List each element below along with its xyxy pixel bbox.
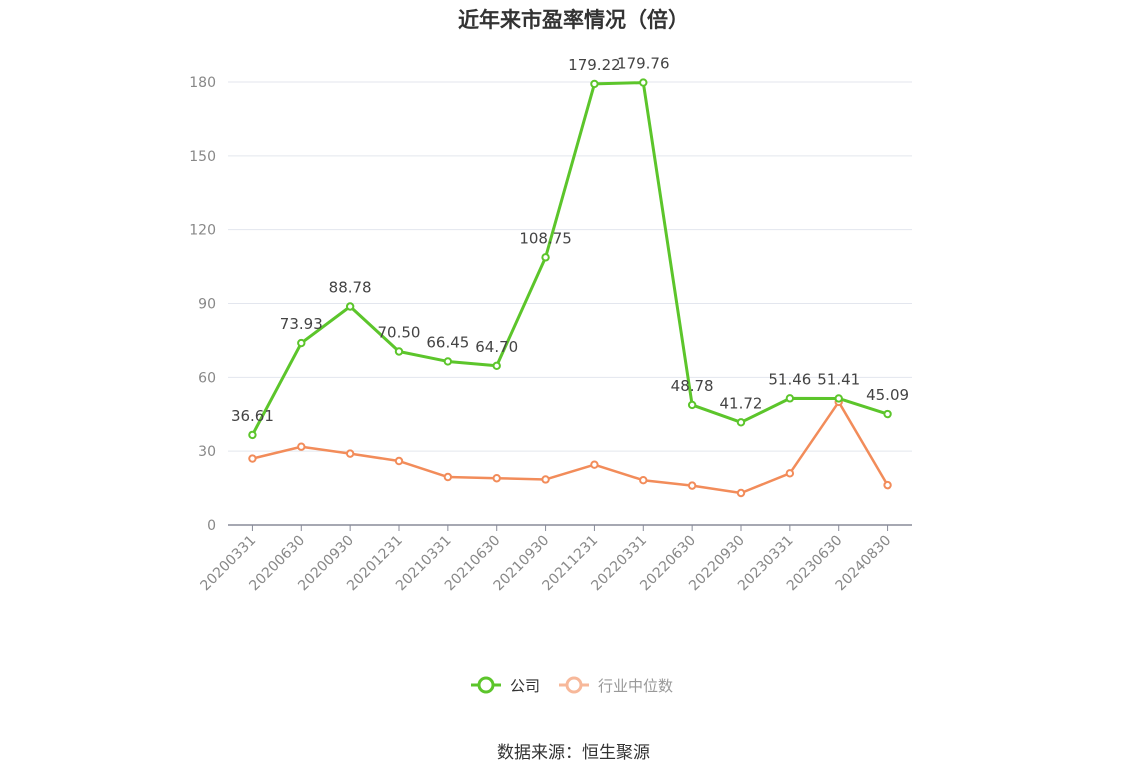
data-label: 108.75 bbox=[519, 229, 572, 247]
data-label: 73.93 bbox=[280, 315, 323, 333]
data-label: 88.78 bbox=[329, 279, 372, 297]
data-label: 64.70 bbox=[475, 338, 518, 356]
y-tick-label: 180 bbox=[189, 75, 216, 91]
legend-marker-industry-median bbox=[565, 676, 583, 694]
data-point-industry-median bbox=[785, 469, 795, 478]
data-label: 36.61 bbox=[231, 407, 274, 425]
data-label: 179.76 bbox=[617, 55, 670, 73]
y-tick-label: 150 bbox=[189, 149, 216, 165]
data-label: 51.41 bbox=[817, 370, 860, 388]
data-point-company bbox=[736, 418, 746, 427]
data-point-industry-median bbox=[297, 442, 306, 451]
data-label: 179.22 bbox=[568, 56, 621, 74]
data-point-company bbox=[492, 361, 501, 370]
series-line-company bbox=[251, 81, 889, 436]
data-point-company bbox=[785, 394, 795, 403]
data-point-industry-median bbox=[443, 472, 453, 482]
data-point-industry-median bbox=[736, 488, 746, 498]
data-label: 66.45 bbox=[426, 333, 469, 351]
data-source-note: 数据来源：恒生聚源 bbox=[497, 743, 650, 763]
data-label: 45.09 bbox=[866, 386, 909, 404]
data-point-industry-median bbox=[248, 454, 257, 463]
data-point-company bbox=[883, 409, 892, 419]
data-point-company bbox=[345, 302, 355, 311]
y-tick-label: 30 bbox=[198, 444, 216, 460]
data-point-industry-median bbox=[541, 475, 550, 484]
data-point-industry-median bbox=[492, 474, 501, 483]
data-point-industry-median bbox=[590, 460, 599, 469]
data-point-industry-median bbox=[345, 449, 355, 458]
series-line-industry-median bbox=[252, 400, 889, 495]
y-tick-label: 0 bbox=[207, 518, 216, 534]
data-point-company bbox=[687, 400, 697, 410]
data-label: 48.78 bbox=[671, 377, 714, 395]
legend-label-industry-median: 行业中位数 bbox=[598, 677, 673, 695]
data-point-industry-median bbox=[394, 456, 404, 466]
data-label: 41.72 bbox=[720, 394, 763, 412]
data-point-industry-median bbox=[687, 481, 697, 490]
data-label: 51.46 bbox=[768, 370, 811, 388]
data-point-company bbox=[639, 78, 648, 87]
data-point-company bbox=[834, 394, 843, 403]
data-label: 70.50 bbox=[378, 323, 421, 341]
data-point-company bbox=[248, 430, 257, 440]
data-point-industry-median bbox=[639, 476, 648, 485]
y-tick-label: 120 bbox=[189, 223, 216, 239]
y-tick-label: 90 bbox=[198, 297, 216, 313]
data-point-company bbox=[394, 347, 404, 356]
legend-marker-company bbox=[477, 676, 495, 694]
y-tick-label: 60 bbox=[198, 370, 216, 386]
data-point-company bbox=[541, 253, 550, 262]
data-point-company bbox=[297, 338, 306, 348]
chart-title: 近年来市盈率情况（倍） bbox=[458, 8, 689, 32]
data-point-company bbox=[590, 79, 599, 89]
data-point-industry-median bbox=[883, 480, 892, 490]
data-point-company bbox=[443, 357, 453, 366]
legend-label-company: 公司 bbox=[510, 677, 540, 695]
